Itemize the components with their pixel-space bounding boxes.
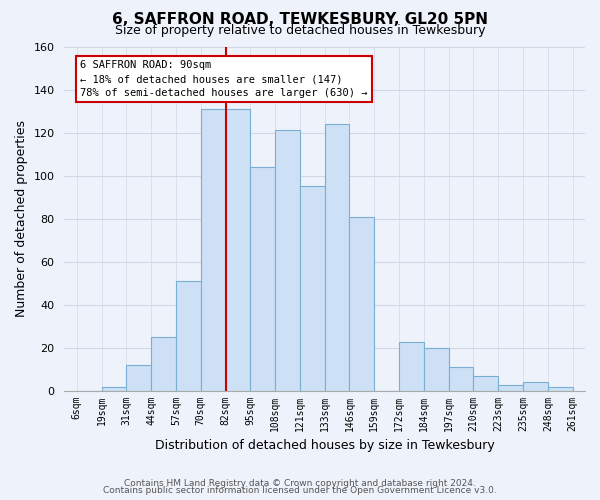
Bar (300, 186, 325, 391)
Bar (176, 281, 201, 391)
Bar (226, 109, 250, 391)
Bar (424, 348, 449, 391)
Bar (548, 386, 572, 391)
Bar (151, 337, 176, 391)
Bar (498, 384, 523, 391)
Text: Contains public sector information licensed under the Open Government Licence v3: Contains public sector information licen… (103, 486, 497, 495)
Bar (250, 167, 275, 391)
Y-axis label: Number of detached properties: Number of detached properties (15, 120, 28, 318)
Text: 6 SAFFRON ROAD: 90sqm
← 18% of detached houses are smaller (147)
78% of semi-det: 6 SAFFRON ROAD: 90sqm ← 18% of detached … (80, 60, 368, 98)
X-axis label: Distribution of detached houses by size in Tewkesbury: Distribution of detached houses by size … (155, 440, 494, 452)
Bar (201, 109, 226, 391)
Bar (473, 376, 498, 391)
Bar (275, 130, 300, 391)
Text: Contains HM Land Registry data © Crown copyright and database right 2024.: Contains HM Land Registry data © Crown c… (124, 478, 476, 488)
Text: 6, SAFFRON ROAD, TEWKESBURY, GL20 5PN: 6, SAFFRON ROAD, TEWKESBURY, GL20 5PN (112, 12, 488, 28)
Bar (523, 382, 548, 391)
Bar (349, 216, 374, 391)
Bar (127, 365, 151, 391)
Bar (101, 386, 127, 391)
Text: Size of property relative to detached houses in Tewkesbury: Size of property relative to detached ho… (115, 24, 485, 37)
Bar (449, 368, 473, 391)
Bar (399, 342, 424, 391)
Bar (325, 124, 349, 391)
